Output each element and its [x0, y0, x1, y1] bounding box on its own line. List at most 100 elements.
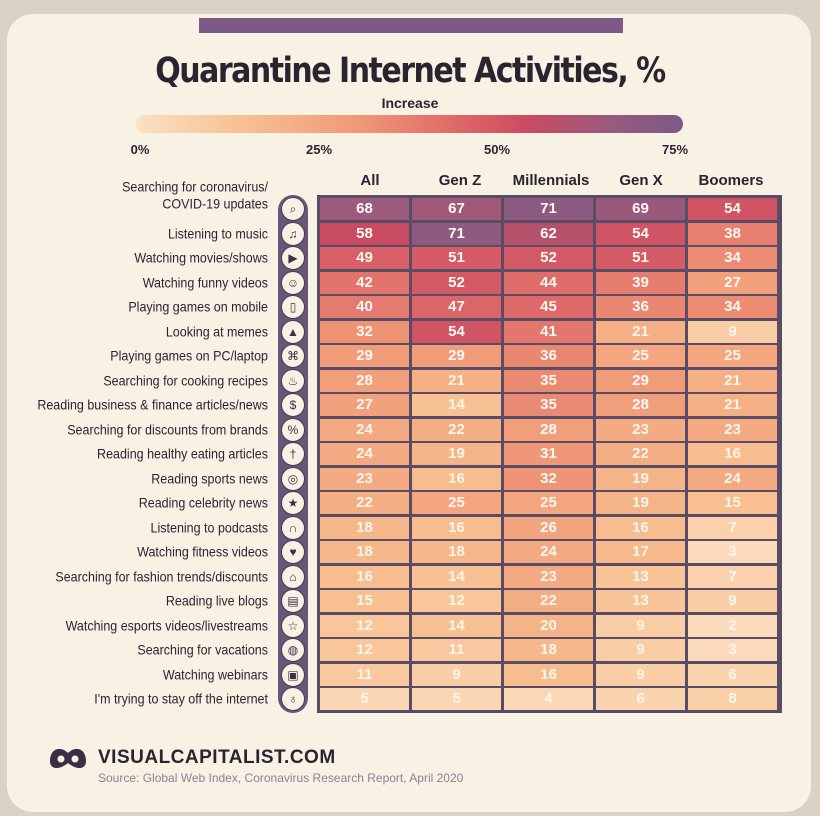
heatmap-cell: 18 [504, 639, 593, 661]
heatmap-cell: 21 [688, 369, 777, 392]
heatmap-cell: 29 [412, 345, 501, 367]
heatmap-cell: 36 [504, 345, 593, 367]
row-label: Watching webinars [162, 666, 268, 683]
gamepad-icon: ⌘ [281, 344, 305, 368]
heatmap-cell: 36 [596, 296, 685, 318]
row-label: Reading healthy eating articles [97, 446, 268, 462]
row-label: Listening to music [167, 225, 268, 242]
row-label: Looking at memes [165, 323, 268, 340]
heatmap-cell: 31 [504, 443, 593, 465]
row-label: Watching fitness videos [137, 544, 268, 560]
heatmap-cell: 34 [688, 247, 777, 269]
heatmap-cell: 7 [688, 516, 777, 539]
heatmap-cell: 16 [596, 516, 685, 539]
row-label: Playing games on PC/laptop [110, 348, 268, 364]
heatmap-cell: 54 [688, 198, 777, 220]
heatmap-cell: 9 [688, 590, 777, 612]
column-header: Gen Z [438, 172, 482, 189]
row-label: Searching for fashion trends/discounts [55, 568, 268, 585]
heatmap-cell: 24 [320, 443, 409, 465]
smiley-video-icon: ☺ [281, 270, 305, 295]
heatmap-cell: 11 [320, 663, 409, 686]
heatmap-cell: 54 [412, 320, 501, 343]
magnifier-icon: ⌕ [281, 197, 305, 221]
fitness-icon: ♥ [281, 540, 305, 564]
heatmap-cell: 23 [688, 418, 777, 441]
heatmap-cell: 71 [412, 222, 501, 245]
heatmap-cell: 17 [596, 541, 685, 563]
heatmap-cell: 35 [504, 394, 593, 416]
heatmap-cell: 32 [504, 467, 593, 490]
heatmap-cell: 25 [596, 345, 685, 367]
row-label-line: COVID-19 updates [162, 196, 268, 212]
row-label: Searching for vacations [137, 642, 268, 658]
heatmap-cell: 18 [320, 541, 409, 563]
heatmap-cell: 68 [320, 198, 409, 220]
legend-tick: 25% [305, 142, 333, 157]
heatmap-cell: 23 [596, 418, 685, 441]
heatmap-cell: 16 [320, 565, 409, 588]
heatmap-cell: 67 [412, 198, 501, 220]
heatmap-cell: 26 [504, 516, 593, 539]
trophy-icon: ☆ [281, 613, 305, 638]
heatmap-cell: 24 [688, 467, 777, 490]
heatmap-cell: 25 [412, 492, 501, 514]
row-label: Reading business & finance articles/news [37, 397, 268, 413]
heatmap-cell: 25 [688, 345, 777, 367]
row-label: Playing games on mobile [128, 299, 268, 315]
heatmap-cell: 14 [412, 614, 501, 637]
column-header: Millennials [512, 172, 590, 189]
heatmap-cell: 9 [596, 639, 685, 661]
row-label: Reading sports news [151, 470, 268, 487]
heatmap-cell: 62 [504, 222, 593, 245]
heatmap-cell: 22 [596, 443, 685, 465]
heatmap-cell: 51 [596, 247, 685, 269]
heatmap-cell: 27 [320, 394, 409, 416]
column-header: Gen X [619, 172, 663, 189]
heatmap-cell: 21 [412, 369, 501, 392]
globe-icon: ◍ [281, 638, 305, 662]
finance-article-icon: $ [281, 393, 305, 417]
legend-tick: 0% [130, 142, 150, 157]
heatmap-cell: 54 [596, 222, 685, 245]
brand-name[interactable]: VISUALCAPITALIST.COM [98, 747, 336, 768]
headphones-icon: ∩ [281, 515, 305, 540]
column-header: Boomers [698, 172, 764, 189]
heatmap-cell: 12 [320, 639, 409, 661]
heatmap-cell: 34 [688, 296, 777, 318]
heatmap-cell: 19 [596, 492, 685, 514]
cooking-pot-icon: ♨ [281, 368, 305, 393]
heatmap-cell: 24 [504, 541, 593, 563]
row-label: Watching movies/shows [134, 250, 268, 266]
fork-knife-icon: † [281, 442, 305, 466]
heatmap-cell: 6 [688, 663, 777, 686]
heatmap-cell: 45 [504, 296, 593, 318]
heatmap-cell: 9 [596, 663, 685, 686]
row-label-line: Searching for coronavirus/ [122, 179, 268, 195]
heatmap-cell: 12 [412, 590, 501, 612]
heatmap-cell: 22 [504, 590, 593, 612]
heatmap-cell: 52 [504, 247, 593, 269]
heatmap-cell: 41 [504, 320, 593, 343]
row-label: Searching for coronavirus/COVID-19 updat… [10, 179, 268, 213]
heatmap-cell: 11 [412, 639, 501, 661]
music-note-icon: ♫ [281, 221, 305, 246]
heatmap-cell: 29 [320, 345, 409, 367]
legend-tick: 50% [483, 142, 511, 157]
row-label: Searching for discounts from brands [67, 421, 268, 438]
row-label: Listening to podcasts [150, 519, 268, 536]
heatmap-cell: 21 [688, 394, 777, 416]
ball-icon: ◎ [281, 466, 305, 491]
heatmap-cell: 32 [320, 320, 409, 343]
visual-capitalist-logo-icon [50, 748, 86, 769]
tablet-icon: ▤ [281, 589, 305, 613]
heatmap-cell: 15 [688, 492, 777, 514]
play-screen-icon: ▶ [281, 246, 305, 270]
heatmap-cell: 40 [320, 296, 409, 318]
heatmap-cell: 22 [412, 418, 501, 441]
color-scale-legend [136, 115, 683, 133]
heatmap-cell: 16 [412, 516, 501, 539]
heatmap-cell: 9 [596, 614, 685, 637]
heatmap-cell: 20 [504, 614, 593, 637]
heatmap-cell: 12 [320, 614, 409, 637]
